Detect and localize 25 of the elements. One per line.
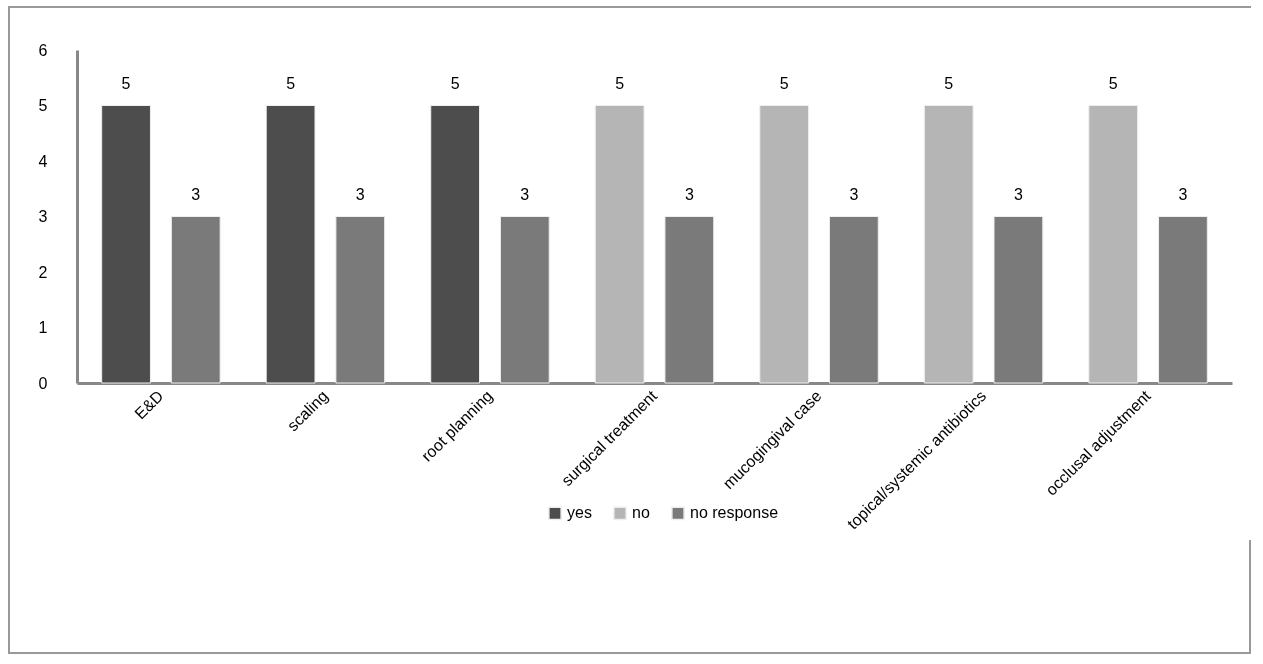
data-label: 5 [121, 74, 131, 92]
y-tick-label: 1 [38, 319, 48, 336]
data-label: 5 [450, 74, 460, 92]
data-label: 5 [779, 74, 789, 92]
y-tick-label: 4 [38, 152, 48, 170]
y-tick-label: 3 [38, 208, 48, 225]
y-tick-label: 2 [38, 263, 48, 281]
data-label: 3 [355, 185, 365, 203]
data-label: 5 [1108, 74, 1118, 92]
data-label: 5 [944, 74, 954, 92]
data-label: 3 [191, 185, 201, 203]
data-label: 3 [1013, 185, 1023, 203]
legend-label: no [632, 504, 650, 522]
y-tick-label: 6 [38, 41, 48, 59]
legend-label: no response [690, 504, 779, 522]
data-label: 3 [1178, 185, 1188, 203]
data-label: 5 [286, 74, 296, 92]
data-label: 3 [520, 185, 530, 203]
data-label: 3 [849, 185, 859, 203]
x-tick-label: E&D [131, 387, 167, 423]
y-tick-label: 5 [38, 97, 48, 114]
data-label: 3 [684, 185, 694, 203]
data-label: 5 [615, 74, 625, 92]
y-tick-label: 0 [38, 374, 48, 392]
legend-label: yes [567, 504, 592, 522]
